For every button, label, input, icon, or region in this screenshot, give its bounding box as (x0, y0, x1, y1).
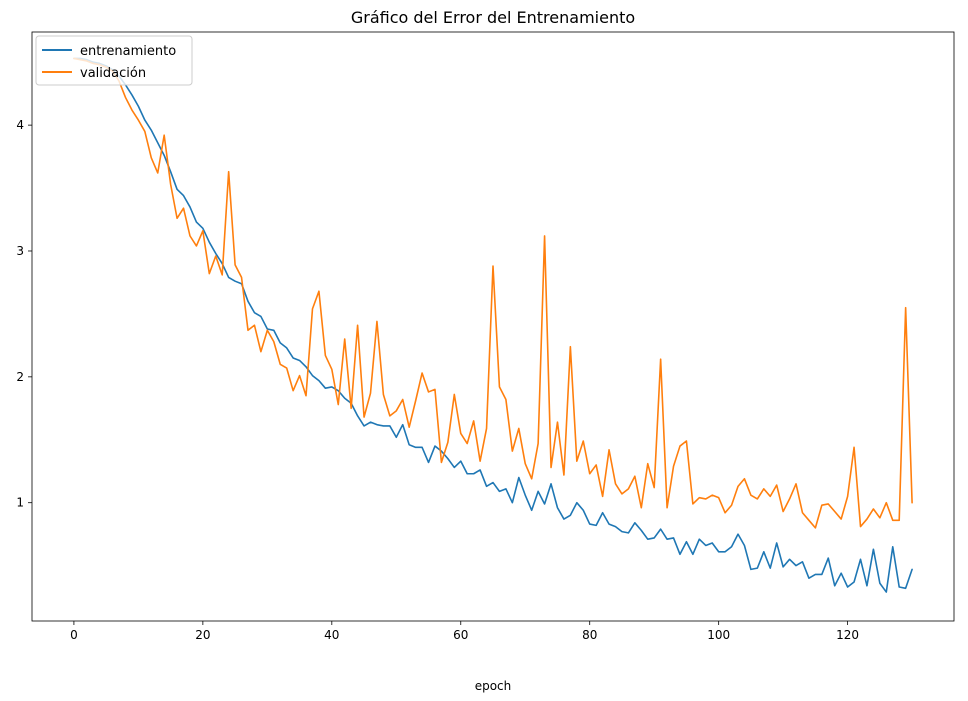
x-axis: 0 20 40 60 80 100 120 (70, 621, 859, 642)
x-tick-label: 60 (453, 628, 468, 642)
y-tick-label: 2 (16, 370, 24, 384)
y-tick-label: 1 (16, 496, 24, 510)
plot-frame (31, 31, 955, 622)
x-tick-label: 100 (707, 628, 730, 642)
y-axis: 1 2 3 4 (16, 118, 32, 510)
x-axis-label: epoch (475, 679, 512, 693)
y-tick-label: 4 (16, 118, 24, 132)
x-tick-label: 20 (195, 628, 210, 642)
x-tick-label: 120 (836, 628, 859, 642)
legend-label-validacion: validación (80, 66, 146, 81)
legend-label-entrenamiento: entrenamiento (80, 44, 176, 59)
x-tick-label: 80 (582, 628, 597, 642)
x-tick-label: 0 (70, 628, 78, 642)
chart-title: Gráfico del Error del Entrenamiento (351, 8, 635, 27)
plot-area (32, 32, 954, 621)
series-line-validacion (73, 57, 913, 529)
y-tick-label: 3 (16, 244, 24, 258)
legend: entrenamiento validación (35, 35, 193, 86)
series-line-entrenamiento (73, 57, 913, 593)
series-layer (73, 57, 913, 593)
legend-box (35, 35, 193, 86)
x-tick-label: 40 (324, 628, 339, 642)
